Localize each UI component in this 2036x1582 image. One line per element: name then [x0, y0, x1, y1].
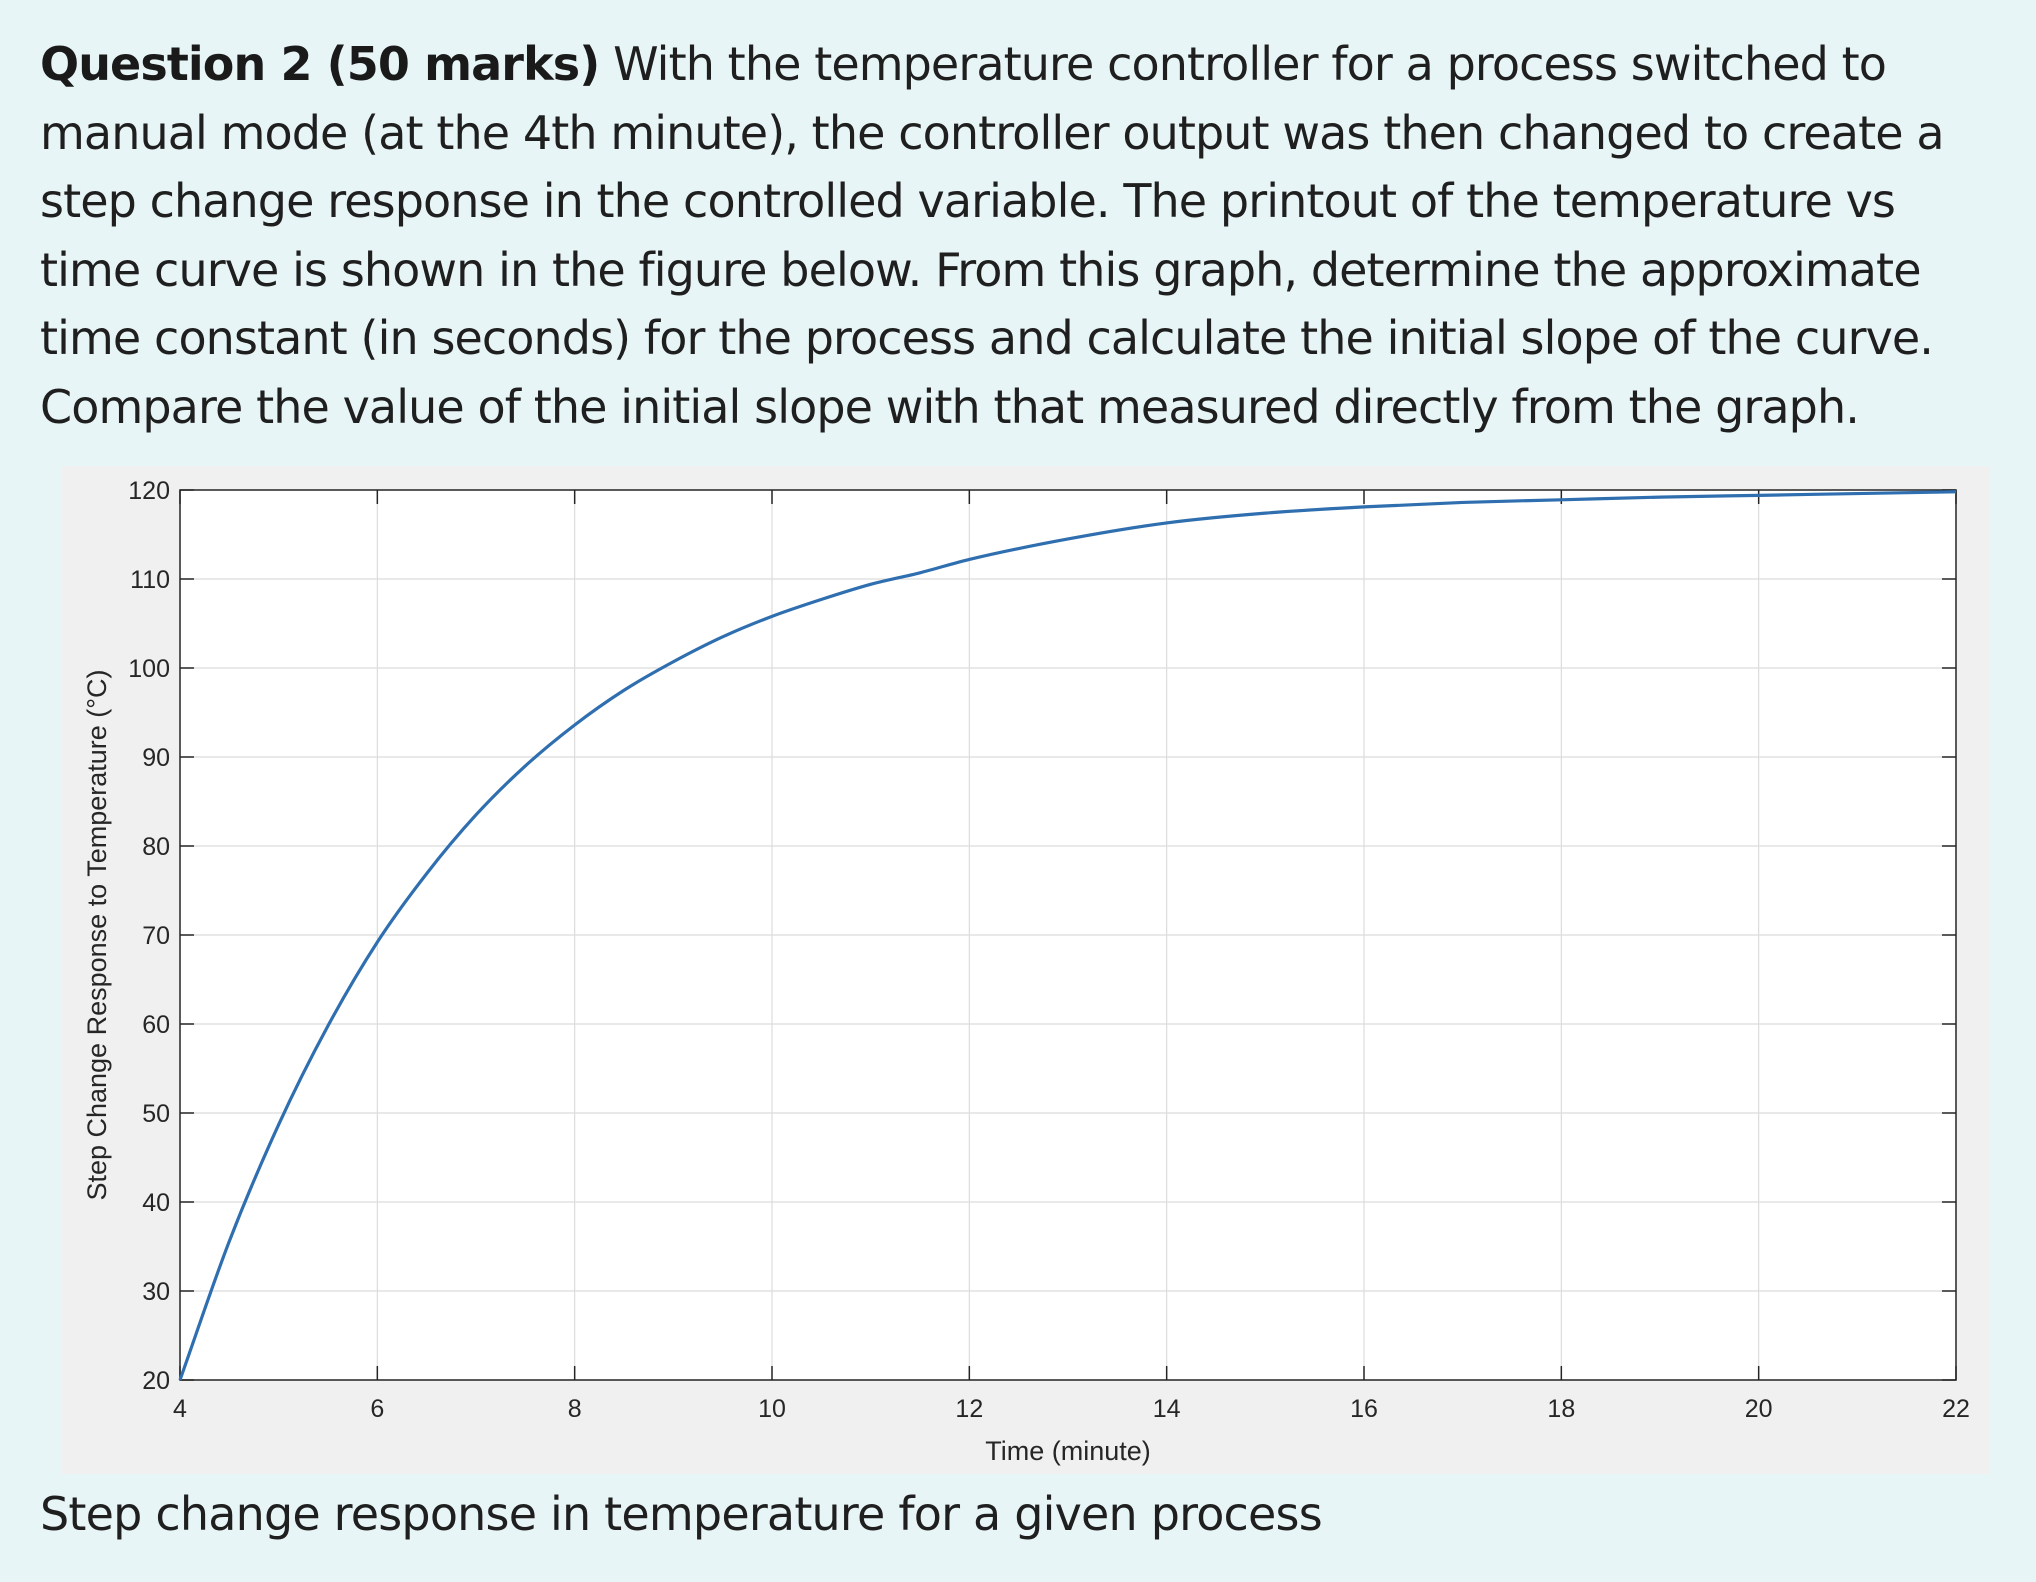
- plot-frame: [179, 489, 1957, 1381]
- question-body: With the temperature controller for a pr…: [40, 37, 1945, 434]
- y-tick-label: 70: [142, 922, 170, 950]
- y-tick-label: 110: [130, 566, 170, 594]
- x-tick-label: 10: [758, 1395, 786, 1423]
- x-tick-label: 20: [1745, 1395, 1773, 1423]
- response-curve: [178, 490, 1957, 1381]
- x-axis-label: Time (minute): [985, 1436, 1151, 1466]
- y-tick-label: 50: [142, 1100, 170, 1128]
- question-text: Question 2 (50 marks) With the temperatu…: [40, 30, 2000, 441]
- y-tick-label: 60: [142, 1011, 170, 1039]
- figure-panel: 4 6 8 10 12 14 16 18 20 22 20 30 40 50 60 70 80 90 100 110…: [62, 466, 1990, 1474]
- x-tick-label: 4: [173, 1395, 187, 1423]
- x-tick-labels: 4 6 8 10 12 14 16 18 20 22: [173, 1395, 1970, 1423]
- x-tick-label: 16: [1350, 1395, 1378, 1423]
- y-tick-labels: 20 30 40 50 60 70 80 90 100 110 120: [128, 477, 170, 1395]
- y-tick-label: 120: [128, 477, 170, 505]
- x-tick-label: 18: [1547, 1395, 1575, 1423]
- y-tick-label: 80: [142, 833, 170, 861]
- x-tick-label: 12: [955, 1395, 983, 1423]
- x-tick-label: 8: [568, 1395, 582, 1423]
- y-tick-label: 100: [128, 655, 170, 683]
- x-tick-label: 14: [1153, 1395, 1181, 1423]
- y-tick-label: 90: [142, 744, 170, 772]
- x-tick-label: 6: [370, 1395, 384, 1423]
- figure-caption: Step change response in temperature for …: [40, 1487, 1323, 1541]
- x-tick-label: 22: [1942, 1395, 1970, 1423]
- question-heading: Question 2 (50 marks): [40, 37, 600, 91]
- y-tick-label: 20: [142, 1367, 170, 1395]
- y-axis-label: Step Change Response to Temperature (°C): [82, 669, 112, 1200]
- y-tick-label: 40: [142, 1189, 170, 1217]
- step-response-chart: 4 6 8 10 12 14 16 18 20 22 20 30 40 50 60 70 80 90 100 110…: [82, 477, 1970, 1466]
- y-tick-label: 30: [142, 1278, 170, 1306]
